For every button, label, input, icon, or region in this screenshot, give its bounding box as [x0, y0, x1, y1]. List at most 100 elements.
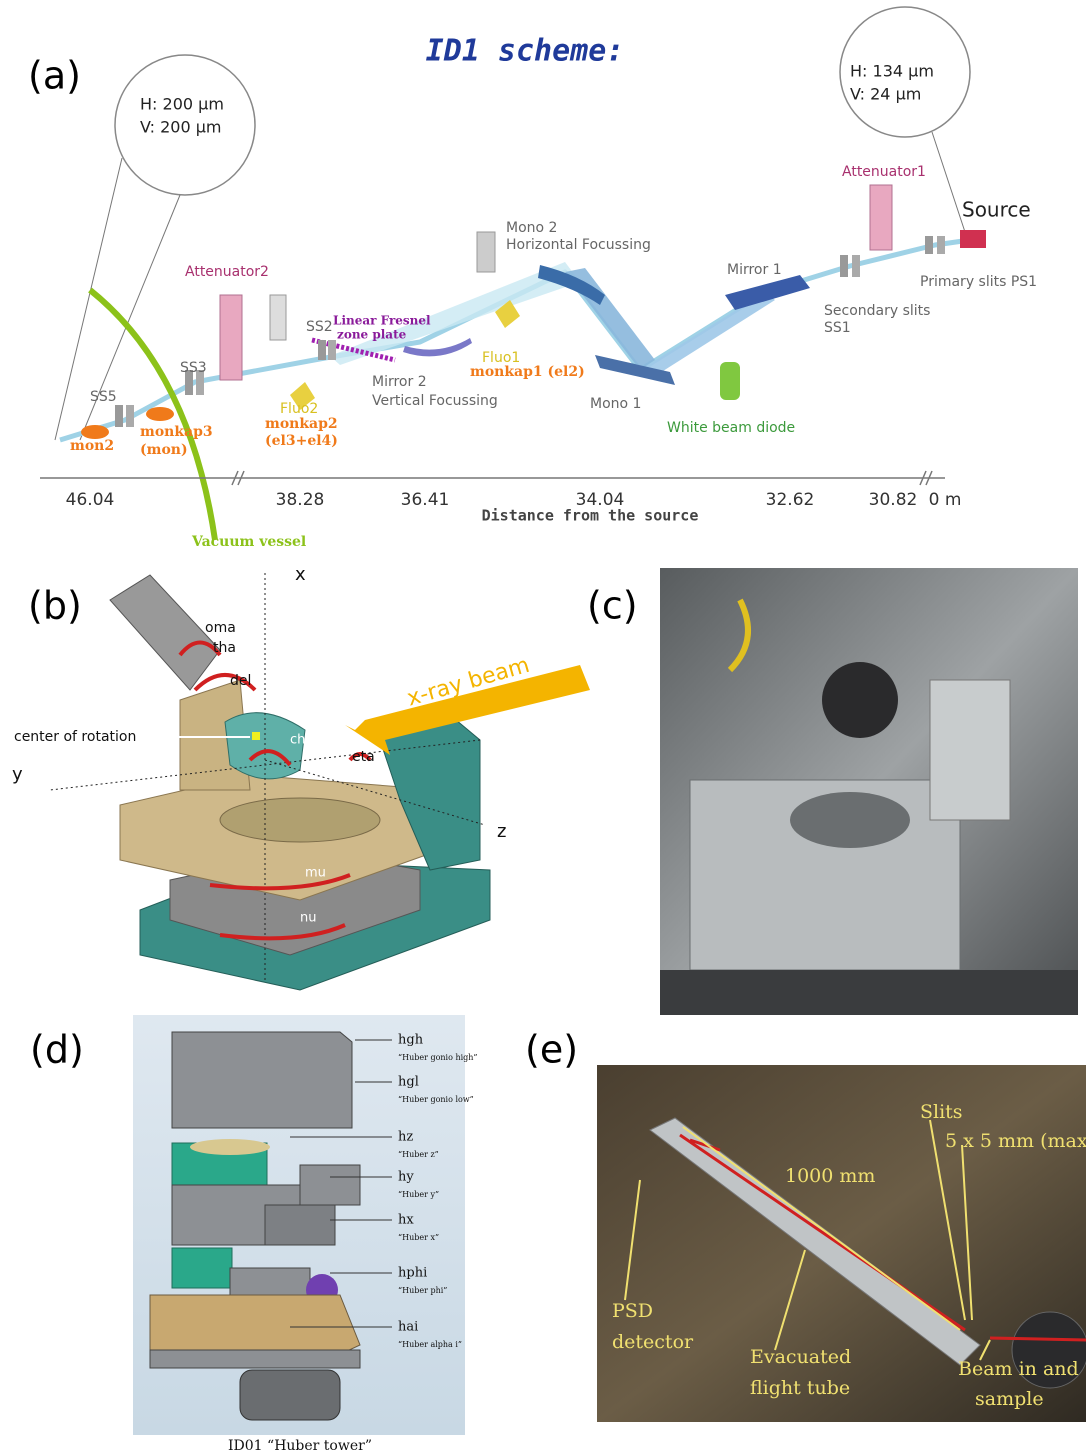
shape [220, 798, 380, 842]
label: 0 m [929, 490, 962, 510]
shape [930, 680, 1010, 820]
label: chi [290, 733, 309, 748]
panel-label: (e) [525, 1028, 578, 1072]
shape [328, 340, 336, 360]
panel-a-drawing [40, 7, 986, 540]
shape [190, 1139, 270, 1155]
shape [640, 292, 775, 378]
shape [270, 295, 286, 340]
label: Source [962, 198, 1031, 222]
shape [932, 132, 965, 232]
label: center of rotation [14, 729, 136, 745]
label: Mirror 2 [372, 374, 427, 390]
label: tha [213, 640, 236, 656]
panel-label: (d) [30, 1028, 84, 1072]
label: Attenuator1 [842, 164, 926, 180]
shape [300, 1165, 360, 1205]
panel-c-photo [660, 568, 1078, 1015]
label: SS5 [90, 389, 117, 405]
label: mon2 [70, 438, 114, 454]
label: Mono 2 [506, 220, 557, 236]
label: Mono 1 [590, 396, 641, 412]
label: 5 x 5 mm (max) [945, 1130, 1086, 1152]
shape [265, 1205, 335, 1245]
shape [852, 255, 860, 277]
label: 46.04 [66, 490, 115, 510]
shape [318, 340, 326, 360]
shape [146, 407, 174, 421]
label: Slits [920, 1101, 963, 1123]
label: 1000 mm [785, 1165, 875, 1187]
label: hgh [398, 1033, 424, 1048]
shape [720, 362, 740, 400]
shape [252, 732, 260, 740]
label: 38.28 [276, 490, 325, 510]
label: H: 200 µm [140, 95, 224, 114]
figure: (a)ID1 scheme:H: 200 µmV: 200 µmH: 134 µ… [0, 0, 1086, 1456]
page: ID1 scheme { "panel_a": { "label": "(a)"… [0, 0, 1086, 1456]
label: Beam in and [958, 1358, 1079, 1380]
label: zone plate [337, 328, 407, 342]
shape [660, 970, 1078, 1015]
shape [960, 230, 986, 248]
label: hx [398, 1213, 414, 1228]
label: ID1 scheme: [426, 34, 625, 69]
shape [150, 1295, 360, 1352]
shape [840, 255, 848, 277]
label: (el3+el4) [265, 433, 338, 449]
label: Primary slits PS1 [920, 274, 1037, 290]
label: “Huber phi” [398, 1286, 447, 1295]
label: ID01 “Huber tower” [228, 1438, 372, 1454]
label: White beam diode [667, 420, 795, 436]
label: monkap3 [140, 424, 213, 440]
body: (a)ID1 scheme:H: 200 µmV: 200 µmH: 134 µ… [0, 0, 1086, 1456]
shape [937, 236, 945, 254]
label: Vacuum vessel [191, 534, 306, 550]
label: “Huber gonio high” [398, 1053, 478, 1062]
label: SS2 [306, 319, 333, 335]
shape [240, 1370, 340, 1420]
label: Linear Fresnel [333, 314, 431, 328]
label: hgl [398, 1075, 419, 1090]
label: y [12, 764, 23, 785]
label: 30.82 [869, 490, 918, 510]
shape [477, 232, 495, 272]
label: oma [205, 620, 236, 636]
label: Fluo2 [280, 401, 318, 417]
label: mu [305, 866, 326, 881]
shape [115, 405, 123, 427]
label: monkap1 (el2) [470, 364, 585, 380]
shape [790, 792, 910, 848]
label: (mon) [140, 442, 188, 458]
shape [126, 405, 134, 427]
label: Attenuator2 [185, 264, 269, 280]
shape [925, 236, 933, 254]
label: hy [398, 1170, 414, 1185]
shape [172, 1248, 232, 1288]
label: nu [300, 911, 316, 926]
panel-b-drawing [50, 570, 590, 990]
label: flight tube [750, 1377, 850, 1399]
label: z [497, 821, 506, 842]
label: “Huber y” [398, 1190, 439, 1199]
label: x [295, 564, 306, 585]
label: H: 134 µm [850, 62, 934, 81]
label: V: 200 µm [140, 118, 222, 137]
label: “Huber z” [398, 1150, 439, 1159]
label: hai [398, 1320, 418, 1335]
label: “Huber alpha i” [398, 1340, 462, 1349]
shape [172, 1032, 352, 1128]
label: Evacuated [750, 1346, 851, 1368]
label: Vertical Focussing [372, 393, 498, 409]
label: eta [352, 749, 375, 765]
shape [110, 575, 220, 690]
panel-label: (b) [28, 584, 82, 628]
label: Mirror 1 [727, 262, 782, 278]
label: 36.41 [401, 490, 450, 510]
label: del [230, 673, 251, 689]
label: SS3 [180, 360, 207, 376]
panel-label: (c) [587, 584, 638, 628]
label: Horizontal Focussing [506, 237, 651, 253]
label: 32.62 [766, 490, 815, 510]
shape [150, 1350, 360, 1368]
